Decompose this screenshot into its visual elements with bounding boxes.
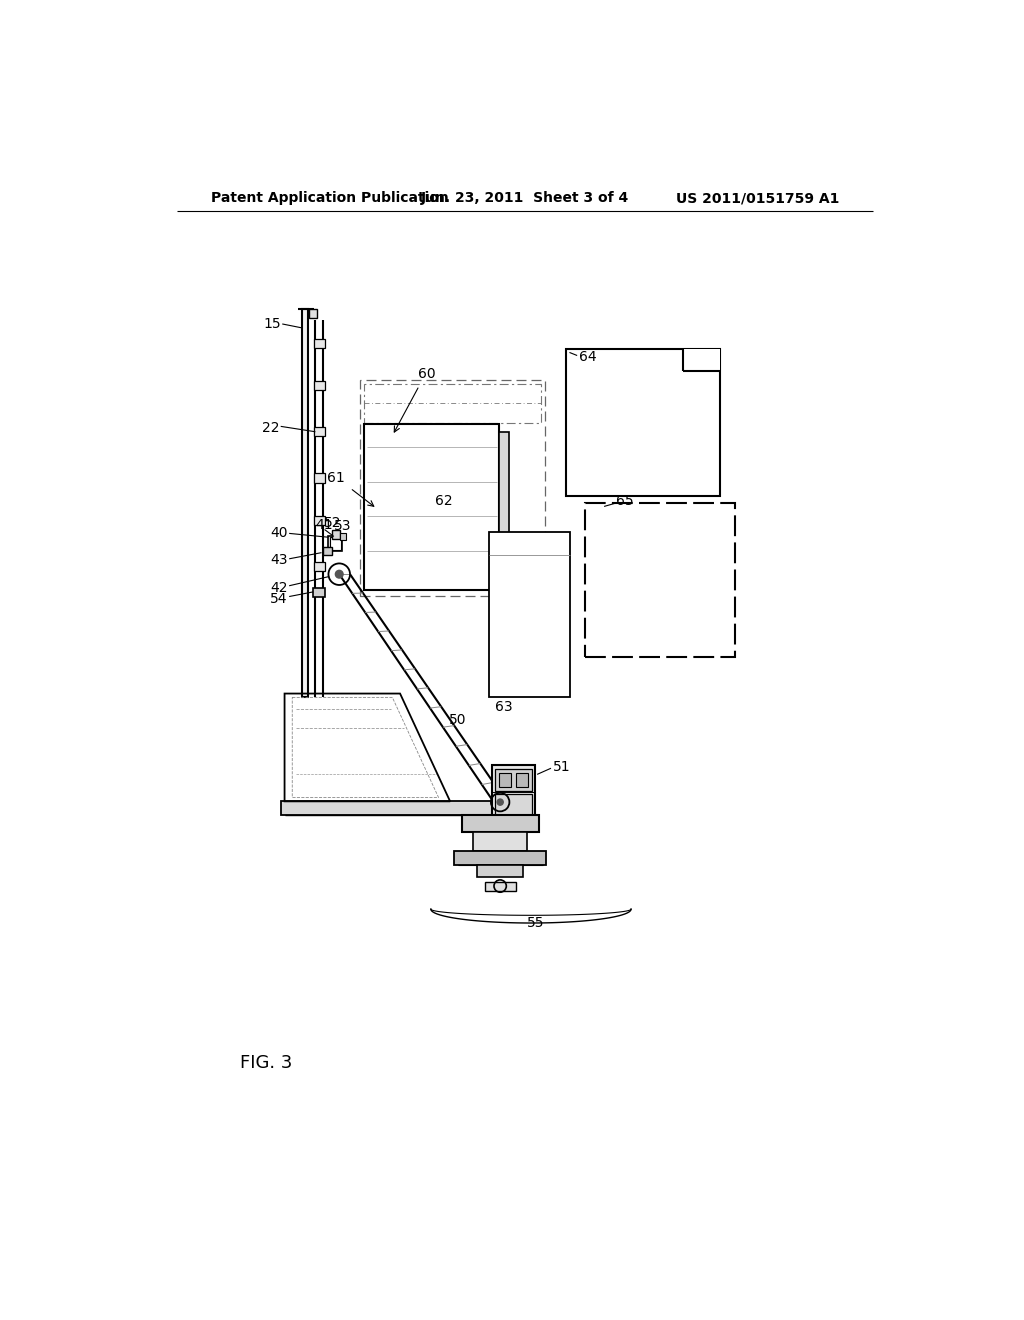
Text: 61: 61	[327, 471, 345, 484]
Bar	[313, 428, 325, 437]
Bar	[585, 503, 735, 657]
Text: Jun. 23, 2011  Sheet 3 of 4: Jun. 23, 2011 Sheet 3 of 4	[421, 191, 629, 206]
Bar	[329, 536, 342, 552]
Bar	[313, 516, 325, 525]
Text: 43: 43	[270, 553, 288, 568]
Bar	[364, 384, 541, 422]
Text: 62: 62	[435, 494, 453, 508]
Bar	[683, 350, 720, 371]
Bar	[330, 537, 341, 549]
Bar	[495, 795, 531, 816]
Bar	[477, 866, 523, 876]
Bar	[493, 766, 535, 818]
Text: 60: 60	[418, 367, 435, 381]
Bar	[313, 381, 325, 391]
Text: 42: 42	[270, 581, 288, 595]
Bar	[454, 851, 547, 866]
Text: Patent Application Publication: Patent Application Publication	[211, 191, 450, 206]
Circle shape	[497, 799, 503, 805]
Bar	[499, 432, 509, 582]
Bar	[462, 816, 539, 832]
Bar	[333, 531, 340, 539]
Bar	[515, 774, 528, 787]
Text: 15: 15	[263, 317, 281, 331]
Text: 51: 51	[553, 760, 570, 774]
Bar	[499, 774, 511, 787]
Bar	[495, 770, 531, 791]
Text: 53: 53	[334, 520, 351, 533]
Bar	[360, 380, 545, 595]
Bar	[565, 350, 720, 496]
Text: 55: 55	[526, 916, 545, 931]
Bar	[484, 882, 515, 891]
Bar	[473, 832, 527, 851]
Bar	[364, 424, 499, 590]
Text: 50: 50	[450, 714, 467, 727]
Bar	[313, 474, 325, 483]
Text: 64: 64	[579, 350, 596, 364]
Bar	[313, 589, 326, 598]
Bar	[309, 309, 316, 318]
Text: 40: 40	[270, 527, 288, 540]
Text: 41: 41	[315, 517, 334, 532]
Bar	[301, 309, 307, 697]
Circle shape	[336, 570, 343, 578]
Bar	[340, 533, 346, 540]
Bar	[313, 562, 325, 572]
Bar	[323, 548, 333, 554]
Text: 22: 22	[262, 421, 280, 434]
Bar	[281, 801, 535, 816]
Bar	[313, 339, 325, 348]
Text: 65: 65	[615, 494, 633, 508]
Text: FIG. 3: FIG. 3	[240, 1055, 292, 1072]
Text: 54: 54	[270, 591, 288, 606]
Text: 52: 52	[324, 516, 341, 529]
Bar	[489, 532, 570, 697]
Text: 63: 63	[496, 700, 513, 714]
Text: US 2011/0151759 A1: US 2011/0151759 A1	[676, 191, 839, 206]
